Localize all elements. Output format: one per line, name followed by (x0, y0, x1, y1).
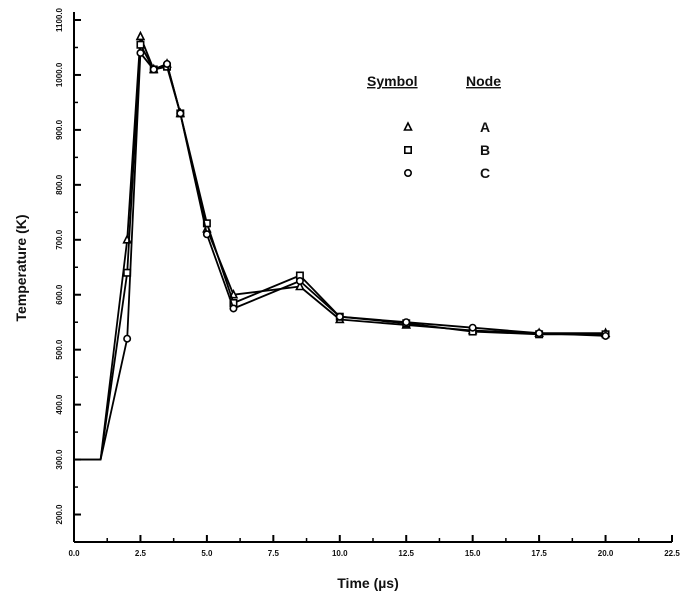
series-line-node-b (74, 43, 606, 461)
y-tick-label: 400.0 (55, 394, 64, 415)
legend: Symbol Node ABC (367, 73, 501, 181)
x-tick-label: 17.5 (531, 549, 547, 558)
x-tick-label: 0.0 (68, 549, 80, 558)
data-point-node-c (136, 48, 145, 57)
data-point-node-a (135, 30, 146, 41)
data-point-node-c (335, 312, 344, 321)
x-axis-title: Time (µs) (337, 575, 399, 591)
x-tick-label: 22.5 (664, 549, 680, 558)
data-point-node-c (535, 329, 544, 338)
x-tick-label: 7.5 (268, 549, 280, 558)
data-point-node-c (295, 276, 304, 285)
series-layer (74, 30, 611, 461)
series-node-c (74, 48, 610, 461)
legend-header-symbol: Symbol (367, 73, 418, 89)
data-point-node-c (176, 109, 185, 118)
series-line-node-a (74, 35, 606, 461)
y-tick-label: 700.0 (55, 229, 64, 250)
legend-marker-circle (403, 169, 412, 178)
x-tick-label: 10.0 (332, 549, 348, 558)
y-tick-label: 900.0 (55, 119, 64, 140)
y-tick-label: 800.0 (55, 174, 64, 195)
data-point-node-a (295, 280, 305, 291)
legend-marker-triangle (403, 121, 413, 131)
x-ticks: 0.0 2.5 5.0 7.5 10.0 12.5 15.0 17.5 20.0 22.5 (68, 535, 680, 558)
x-tick-label: 20.0 (598, 549, 614, 558)
y-tick-label: 300.0 (55, 449, 64, 470)
legend-header-node: Node (466, 73, 501, 89)
legend-node-b: B (480, 142, 490, 158)
series-node-b (74, 40, 610, 461)
legend-entries: ABC (403, 119, 490, 181)
legend-node-c: C (480, 165, 490, 181)
data-point-node-c (149, 65, 158, 74)
data-point-node-c (229, 304, 238, 313)
y-tick-label: 1100.0 (55, 7, 64, 32)
axes (73, 12, 672, 543)
legend-marker-square (403, 146, 412, 155)
y-tick-label: 1000.0 (55, 62, 64, 87)
y-ticks: 1100.0 1000.0 900.0 800.0 700.0 600.0 500.0 400… (55, 7, 81, 543)
y-axis-title: Temperature (K) (13, 214, 29, 321)
x-tick-label: 15.0 (465, 549, 481, 558)
data-point-node-c (601, 331, 610, 340)
y-tick-label: 200.0 (55, 504, 64, 525)
data-point-node-c (402, 318, 411, 327)
y-tick-label: 600.0 (55, 284, 64, 305)
data-point-node-c (202, 230, 211, 239)
x-tick-label: 12.5 (398, 549, 414, 558)
legend-node-a: A (480, 119, 490, 135)
y-tick-label: 500.0 (55, 339, 64, 360)
x-tick-label: 5.0 (201, 549, 213, 558)
data-point-node-b (136, 40, 145, 49)
data-point-node-c (468, 323, 477, 332)
data-point-node-c (123, 334, 132, 343)
series-node-a (74, 30, 611, 461)
x-tick-label: 2.5 (135, 549, 147, 558)
data-point-node-c (163, 59, 172, 68)
series-line-node-c (74, 52, 606, 461)
